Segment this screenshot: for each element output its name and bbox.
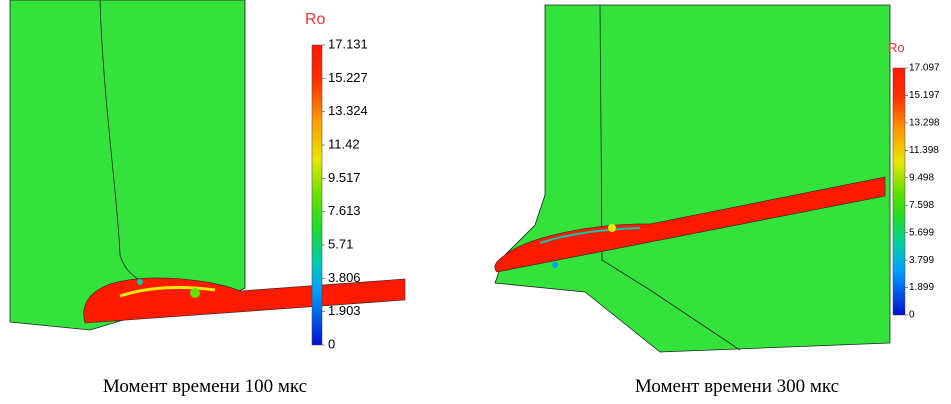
figure: Ro 17.131 15.227 13.324 11.42 9.517 7.613 5.71… <box>0 0 951 404</box>
tick-label: 3.799 <box>909 255 934 266</box>
colorbar <box>312 45 322 345</box>
tick-label: 0 <box>328 336 335 351</box>
colorbar <box>893 68 905 315</box>
tick-label: 15.227 <box>328 70 368 85</box>
tick-label: 9.517 <box>328 170 361 185</box>
tick-label: 7.613 <box>328 203 361 218</box>
caption: Момент времени 300 мкс <box>635 376 839 397</box>
tick-label: 5.699 <box>909 227 934 238</box>
caption: Момент времени 100 мкс <box>103 376 307 397</box>
tick-label: 9.498 <box>909 172 934 183</box>
tick-label: 7.598 <box>909 200 934 211</box>
tick-label: 11.398 <box>909 145 939 156</box>
tick-label: 17.097 <box>909 63 940 74</box>
legend-title: Ro <box>888 40 905 55</box>
tick-label: 3.806 <box>328 270 361 285</box>
legend-title: Ro <box>305 11 326 28</box>
simulation-right <box>495 5 890 352</box>
tick-label: 17.131 <box>328 36 368 51</box>
tick-label: 13.324 <box>328 103 368 118</box>
tick-label: 5.71 <box>328 236 353 251</box>
tick-label: 15.197 <box>909 90 940 101</box>
tick-label: 0 <box>909 310 915 321</box>
tick-label: 11.42 <box>328 136 360 151</box>
tick-label: 13.298 <box>909 118 940 129</box>
tick-label: 1.899 <box>909 282 934 293</box>
tick-label: 1.903 <box>328 303 361 318</box>
